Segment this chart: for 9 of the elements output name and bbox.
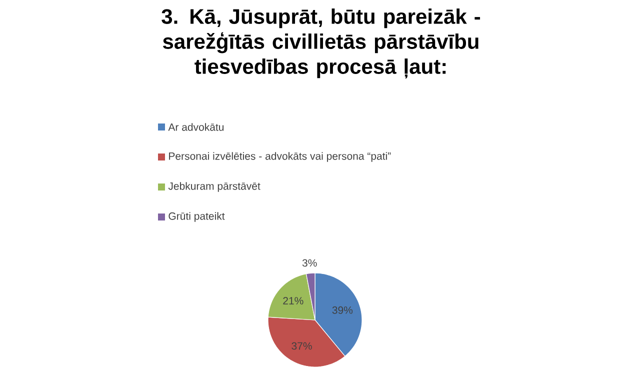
legend-label: Personai izvēlēties - advokāts vai persona “pati”	[169, 152, 391, 162]
data-label: 37%	[292, 342, 312, 350]
legend-label: Ar advokātu	[168, 123, 224, 131]
data-label: 21%	[283, 297, 304, 304]
legend-label: Grūti pateikt	[168, 212, 225, 222]
chart-title: 3. Kā, Jūsuprāt, būtu pareizāk - sarežģītās civillietās pārstāvību tiesvedības procesā ļaut:	[162, 8, 480, 78]
data-label: 3%	[302, 259, 317, 267]
data-label: 39%	[332, 306, 353, 314]
legend-label: Jebkuram pārstāvēt	[168, 182, 260, 192]
